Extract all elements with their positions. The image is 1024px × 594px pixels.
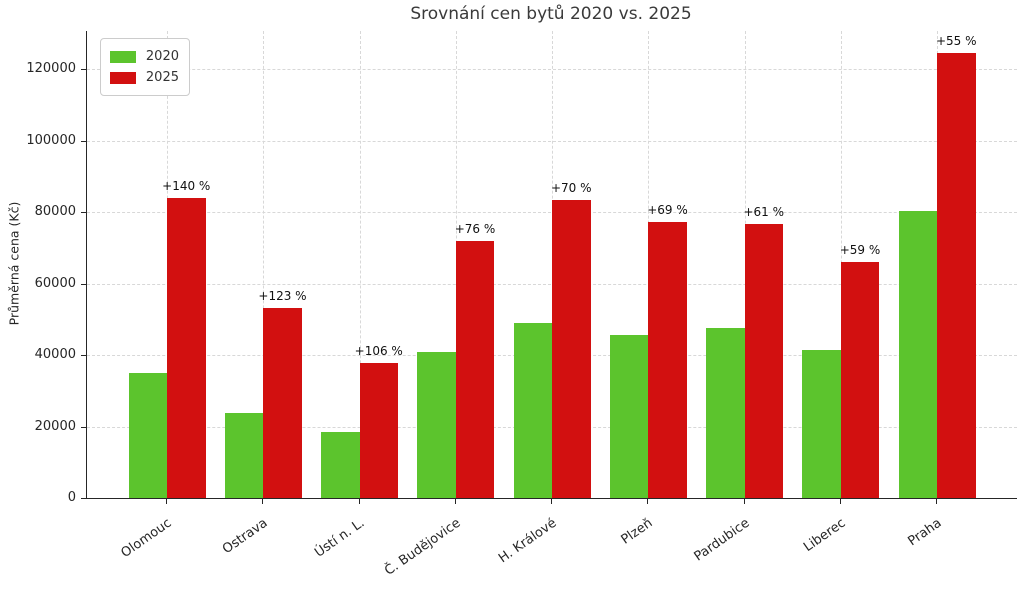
y-tick-label: 100000 (26, 132, 76, 148)
y-tick-label: 20000 (34, 418, 76, 434)
bar-2025 (840, 262, 880, 498)
y-tick-mark (81, 140, 86, 142)
bar-annotation: +106 % (354, 343, 403, 358)
legend-item-2025: 2025 (110, 67, 179, 88)
y-tick-mark (81, 426, 86, 428)
bar-annotation: +55 % (935, 34, 977, 49)
legend-label: 2025 (145, 70, 179, 85)
legend-label: 2020 (145, 49, 179, 64)
bar-2020 (802, 349, 841, 498)
bar-2025 (167, 197, 206, 498)
x-tick-label: Praha (905, 515, 945, 550)
bar-2020 (706, 327, 745, 498)
bar-2020 (128, 372, 167, 498)
y-tick-label: 60000 (34, 275, 76, 291)
gridline-vertical (263, 31, 265, 498)
bar-2020 (609, 334, 649, 498)
x-tick-mark (936, 499, 937, 504)
bar-2025 (937, 53, 976, 498)
gridline-vertical (359, 31, 361, 498)
x-tick-mark (358, 499, 360, 504)
legend-item-2020: 2020 (110, 46, 179, 67)
bar-annotation: +61 % (743, 204, 785, 219)
x-tick-label: Ostrava (220, 515, 271, 558)
bar-annotation: +140 % (162, 178, 211, 193)
bar-2025 (648, 222, 687, 498)
y-tick-mark (81, 69, 86, 71)
x-tick-mark (839, 499, 841, 504)
y-tick-mark (81, 355, 86, 357)
y-tick-mark (81, 283, 86, 285)
x-tick-label: H. Králové (496, 515, 560, 567)
bar-2020 (321, 432, 360, 498)
bar-2025 (552, 200, 591, 498)
x-tick-label: Č. Budějovice (381, 515, 464, 579)
y-tick-label: 0 (67, 490, 76, 505)
x-tick-label: Plzeň (618, 515, 656, 548)
x-tick-mark (262, 499, 264, 504)
bar-2020 (898, 211, 937, 498)
y-tick-mark (81, 498, 86, 499)
y-tick-label: 80000 (34, 204, 76, 220)
bar-2025 (455, 241, 495, 498)
bar-annotation: +70 % (550, 181, 592, 196)
bar-2020 (224, 412, 264, 498)
x-tick-label: Ústí n. L. (311, 515, 367, 561)
x-tick-mark (454, 499, 456, 504)
legend-swatch-2020 (110, 50, 136, 63)
bar-annotation: +76 % (454, 222, 496, 237)
bar-annotation: +123 % (258, 289, 307, 304)
legend: 2020 2025 (100, 38, 190, 96)
chart-title: Srovnání cen bytů 2020 vs. 2025 (410, 4, 692, 24)
y-tick-mark (81, 212, 86, 214)
x-tick-mark (166, 499, 167, 504)
y-tick-label: 40000 (34, 347, 76, 363)
plot-area: 2020 2025 +140 % +123 % +106 % +76 % +70 % +69… (86, 31, 1017, 499)
bar-2025 (359, 362, 398, 498)
bar-2020 (513, 322, 552, 498)
x-tick-label: Liberec (800, 515, 849, 556)
legend-swatch-2025 (110, 71, 136, 84)
bar-2025 (263, 308, 302, 498)
y-axis-label: Průměrná cena (Kč) (6, 201, 22, 326)
bar-2025 (744, 223, 783, 498)
bar-2020 (417, 352, 456, 498)
bar-annotation: +69 % (647, 203, 688, 218)
x-tick-mark (743, 499, 745, 504)
x-tick-label: Pardubice (691, 515, 752, 565)
x-tick-label: Olomouc (118, 515, 175, 562)
bar-annotation: +59 % (839, 243, 881, 258)
y-tick-label: 120000 (26, 61, 76, 77)
x-tick-mark (551, 499, 552, 504)
x-tick-mark (647, 499, 649, 504)
